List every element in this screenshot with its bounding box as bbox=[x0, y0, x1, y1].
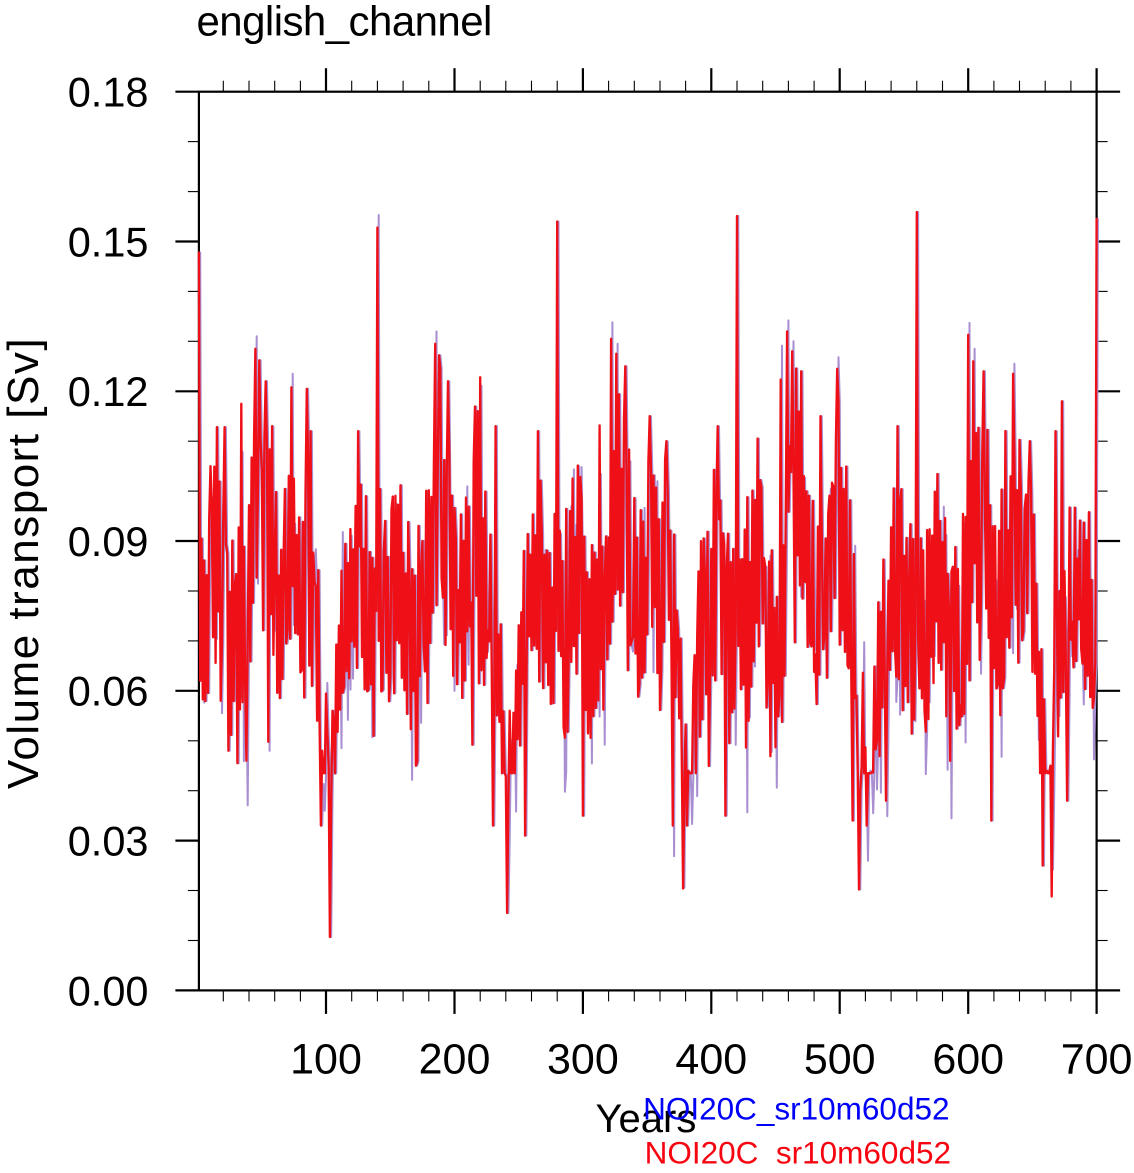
svg-text:english_channel: english_channel bbox=[197, 0, 492, 45]
svg-text:NOI20C_sr10m60d52: NOI20C_sr10m60d52 bbox=[643, 1091, 949, 1127]
svg-text:0.18: 0.18 bbox=[68, 69, 149, 116]
svg-text:Years: Years bbox=[596, 1097, 697, 1141]
svg-text:700: 700 bbox=[1061, 1035, 1133, 1083]
svg-text:Volume transport [Sv]: Volume transport [Sv] bbox=[0, 337, 48, 789]
svg-text:300: 300 bbox=[547, 1035, 619, 1083]
svg-text:600: 600 bbox=[932, 1035, 1004, 1083]
svg-text:100: 100 bbox=[290, 1035, 362, 1083]
svg-text:200: 200 bbox=[419, 1035, 491, 1083]
svg-text:0.12: 0.12 bbox=[68, 368, 149, 415]
svg-text:0.00: 0.00 bbox=[68, 967, 149, 1014]
svg-text:400: 400 bbox=[675, 1035, 747, 1083]
svg-text:0.09: 0.09 bbox=[68, 518, 149, 565]
svg-text:0.06: 0.06 bbox=[68, 668, 149, 715]
svg-text:0.15: 0.15 bbox=[68, 218, 149, 265]
svg-text:0.03: 0.03 bbox=[68, 818, 149, 865]
svg-text:500: 500 bbox=[804, 1035, 876, 1083]
svg-text:NOI20C sr10m60d52: NOI20C sr10m60d52 bbox=[645, 1135, 951, 1171]
